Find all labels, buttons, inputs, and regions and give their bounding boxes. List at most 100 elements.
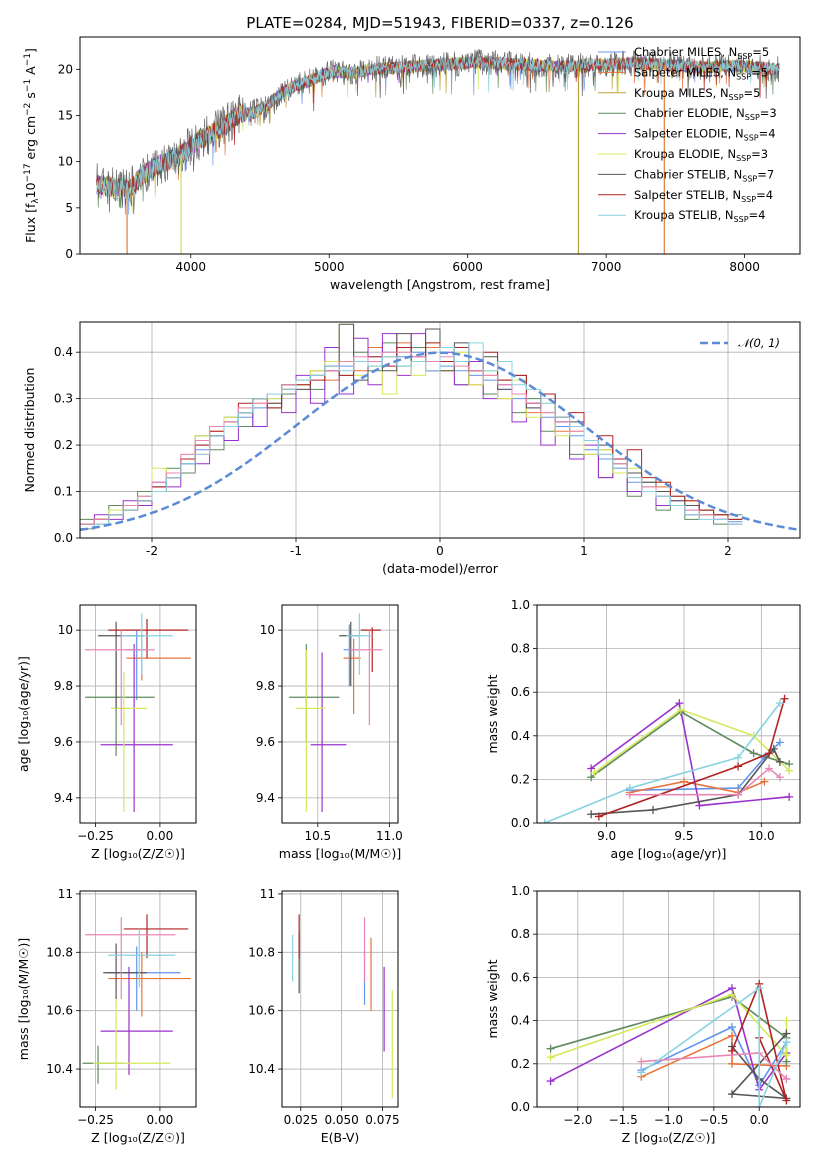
x-tick-label: −2.0 (563, 1113, 592, 1127)
x-tick-label: 0 (436, 544, 444, 558)
y-tick-label: 0.4 (511, 729, 530, 743)
weight-point (782, 1096, 791, 1105)
weight-point (782, 1074, 791, 1083)
weight-point (755, 984, 764, 993)
weight-point (587, 764, 596, 773)
y-tick-label: 0.2 (54, 438, 73, 452)
spectrum-line (96, 55, 780, 199)
legend-subscript: SSP (745, 113, 760, 122)
y-tick-label: 10 (260, 623, 275, 637)
plot-area (540, 694, 794, 823)
weight-point (734, 790, 743, 799)
legend-subscript: SSP (741, 195, 756, 204)
legend-subscript: SSP (744, 134, 759, 143)
y-tick-label: 11 (260, 887, 275, 901)
plot-area (80, 323, 800, 532)
x-axis-label: mass [log₁₀(M/M☉)] (279, 846, 401, 861)
spectrum-panel: 4000 5000 6000 7000 8000 0 5 10 15 20 wavelength [… (23, 14, 801, 292)
y-tick-label: 15 (58, 108, 73, 122)
legend-suffix: =3 (751, 147, 768, 161)
y-axis-label-part: λ (31, 198, 41, 204)
y-tick-label: 0.6 (511, 685, 530, 699)
weight-point (546, 1044, 555, 1053)
weight-point (727, 990, 736, 999)
x-tick-label: −1.5 (609, 1113, 638, 1127)
legend-subscript: SSP (734, 215, 749, 224)
y-axis-label-part: Flux [f (23, 203, 38, 243)
x-tick-label: 2 (724, 544, 732, 558)
y-tick-label: 10 (58, 623, 73, 637)
legend-suffix: =7 (757, 167, 774, 181)
weight-point (755, 1103, 764, 1107)
y-axis-label: age [log₁₀(age/yr)] (16, 656, 31, 772)
y-tick-label: 9.6 (256, 735, 275, 749)
legend-entry: 𝒩(0, 1) (738, 336, 780, 350)
weight-point (587, 773, 596, 782)
plot-area (289, 613, 383, 812)
weight-point (765, 764, 774, 773)
y-tick-label: 0.0 (54, 531, 73, 545)
weight-point (749, 749, 758, 758)
weight-point (676, 705, 685, 714)
weight-point (546, 1077, 555, 1086)
x-tick-label: 10.0 (748, 829, 775, 843)
y-tick-label: 10.4 (46, 1062, 73, 1076)
weight-line (598, 698, 786, 818)
weight-point (675, 699, 684, 708)
weight-line (629, 780, 765, 794)
legend-subscript: SSP (729, 93, 744, 102)
legend-entry: Salpeter MILES, NSSP=5 (634, 65, 768, 81)
legend-name: Kroupa MILES, N (634, 86, 729, 100)
x-tick-label: -2 (146, 544, 158, 558)
axes-frame (79, 604, 197, 824)
weight-point (727, 1023, 736, 1032)
y-axis-label-part: ] (23, 48, 38, 53)
x-tick-label: 0.025 (284, 1113, 318, 1127)
y-axis-label-part: s (23, 92, 38, 103)
weight-point (765, 749, 774, 758)
legend-name: Salpeter MILES, N (634, 65, 736, 79)
x-tick-label: 7000 (591, 260, 622, 274)
y-tick-label: 0.1 (54, 485, 73, 499)
y-tick-label: 11 (58, 887, 73, 901)
y-tick-label: 0.2 (511, 1057, 530, 1071)
axes-frame (536, 890, 801, 1108)
x-axis-label: Z [log₁₀(Z/Z☉)] (91, 846, 185, 861)
weight-point (695, 801, 704, 810)
x-tick-label: 4000 (175, 260, 206, 274)
weight-line (544, 702, 781, 823)
y-tick-label: 5 (65, 201, 73, 215)
legend-subscript: SSP (737, 52, 752, 61)
weight-point (782, 1051, 791, 1060)
legend-entry: Kroupa STELIB, NSSP=4 (634, 208, 765, 224)
weight-point (775, 773, 784, 782)
weight-point (540, 819, 549, 823)
axes-frame (79, 890, 197, 1108)
legend-suffix: =4 (756, 188, 773, 202)
x-tick-label: 9.0 (597, 829, 616, 843)
x-tick-label: 9.5 (674, 829, 693, 843)
y-tick-label: 10.8 (46, 945, 73, 959)
axes-frame (79, 36, 801, 255)
y-axis-label-part: −1 (23, 53, 33, 66)
x-axis-label: E(B-V) (321, 1130, 360, 1145)
y-tick-label: 0.3 (54, 392, 73, 406)
legend-name: Chabrier ELODIE, N (634, 106, 745, 120)
axes-frame (79, 321, 801, 539)
y-tick-label: 0.4 (511, 1014, 530, 1028)
legend-subscript: SSP (742, 174, 757, 183)
weight-line (731, 981, 788, 1101)
plot-area (96, 49, 780, 254)
legend-suffix: =5 (744, 86, 761, 100)
x-tick-label: 0.0 (750, 1113, 769, 1127)
y-tick-label: 20 (58, 62, 73, 76)
x-tick-label: 0.050 (324, 1113, 358, 1127)
x-tick-label: 0.075 (365, 1113, 399, 1127)
y-axis-label-part: 10 (23, 182, 38, 198)
age-vs-metallicity-panel: −0.25 0.00 9.4 9.6 9.8 10 Z [log₁₀(Z/Z☉)] age [… (16, 604, 197, 861)
spectrum-line (96, 56, 780, 199)
x-tick-label: −1.0 (654, 1113, 683, 1127)
legend-entry: Salpeter ELODIE, NSSP=4 (634, 127, 776, 143)
legend-suffix: =5 (752, 45, 769, 59)
